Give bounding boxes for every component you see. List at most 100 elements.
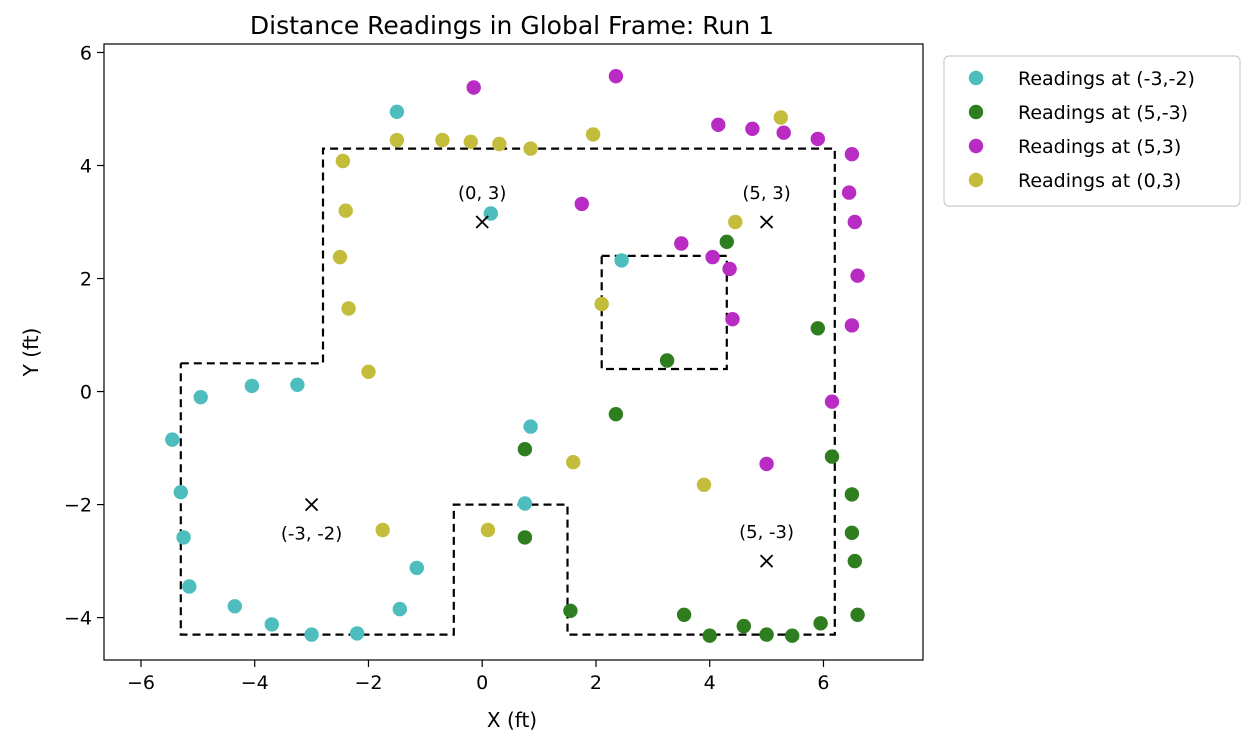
y-axis-label: Y (ft)	[19, 328, 43, 378]
marker-x-0	[475, 215, 489, 229]
legend: Readings at (-3,-2) Readings at (5,-3) Rea…	[943, 55, 1241, 207]
point-series-3-7	[435, 132, 450, 148]
y-tick-label-3: 2	[80, 269, 92, 291]
point-series-1-11	[810, 321, 825, 336]
chart-title: Distance Readings in Global Frame: Run 1	[250, 11, 774, 40]
x-tick-label-1: −4	[241, 672, 269, 694]
point-series-3-10	[523, 141, 538, 156]
point-series-3-12	[566, 455, 581, 470]
x-tick-label-5: 4	[704, 672, 716, 694]
point-series-3-16	[728, 214, 743, 230]
point-series-0-10	[349, 626, 365, 641]
point-series-0-15	[517, 496, 533, 511]
legend-marker-0	[968, 70, 984, 86]
legend-label-1: Readings at (5,-3)	[1018, 102, 1188, 124]
point-series-3-4	[361, 364, 376, 379]
point-series-3-3	[341, 301, 356, 316]
point-series-1-4	[659, 353, 675, 368]
x-tick-label-6: 6	[817, 672, 829, 694]
point-series-1-16	[847, 553, 862, 569]
point-series-1-12	[813, 616, 828, 631]
x-tick-label-3: 0	[476, 672, 488, 694]
point-series-2-3	[674, 236, 689, 251]
point-series-2-17	[850, 268, 865, 283]
markers-layer: (0, 3) (5, 3) (-3, -2) (5, -3)	[281, 183, 794, 568]
point-series-3-9	[492, 136, 507, 152]
y-tick-label-0: −4	[64, 608, 92, 630]
point-series-1-15	[844, 525, 860, 540]
position-marker-0: (0, 3)	[458, 183, 506, 229]
point-series-0-6	[244, 378, 260, 394]
point-series-2-6	[722, 261, 737, 277]
y-tick-label-1: −2	[64, 495, 92, 517]
point-series-2-13	[841, 185, 857, 200]
point-series-1-8	[736, 618, 751, 634]
y-tick-label-5: 6	[80, 42, 92, 64]
point-series-0-0	[165, 432, 180, 447]
point-series-2-12	[824, 394, 840, 409]
point-series-3-14	[594, 296, 609, 312]
marker-label-1: (5, 3)	[742, 183, 790, 204]
point-series-1-2	[563, 603, 578, 618]
point-series-3-6	[389, 132, 405, 148]
point-series-2-11	[810, 131, 825, 147]
point-series-1-5	[676, 607, 692, 622]
legend-label-3: Readings at (0,3)	[1018, 170, 1181, 192]
point-series-2-2	[608, 69, 624, 84]
point-series-3-15	[696, 477, 712, 492]
point-series-1-0	[517, 442, 533, 457]
point-series-1-17	[850, 607, 865, 622]
x-tick-label-0: −6	[127, 672, 155, 694]
point-series-0-9	[304, 627, 319, 642]
marker-x-1	[759, 215, 774, 229]
point-series-2-16	[847, 214, 862, 230]
legend-marker-1	[968, 104, 984, 120]
points-layer	[165, 69, 865, 643]
point-series-2-15	[844, 318, 860, 333]
point-series-3-13	[585, 127, 601, 142]
point-series-2-5	[711, 117, 726, 132]
point-series-2-0	[466, 80, 481, 95]
y-axis: −4 −2 0 2 4 6	[64, 42, 104, 630]
legend-marker-3	[968, 172, 984, 188]
point-series-0-2	[176, 530, 191, 545]
point-series-1-10	[785, 628, 800, 643]
marker-label-0: (0, 3)	[458, 183, 506, 204]
point-series-1-13	[824, 449, 840, 464]
legend-box	[943, 55, 1241, 207]
point-series-0-1	[173, 485, 188, 500]
point-series-1-3	[608, 407, 624, 422]
plot-area	[103, 43, 924, 661]
point-series-0-7	[264, 617, 279, 632]
point-series-1-6	[702, 628, 717, 643]
point-series-3-1	[338, 203, 353, 218]
point-series-2-1	[574, 196, 589, 212]
point-series-2-8	[745, 121, 760, 136]
point-series-0-3	[182, 579, 197, 594]
point-series-0-16	[523, 419, 538, 434]
position-marker-1: (5, 3)	[742, 183, 791, 229]
point-series-2-10	[776, 125, 791, 140]
point-series-3-11	[480, 522, 496, 538]
x-axis: −6 −4 −2 0 2 4 6	[127, 660, 830, 694]
legend-items: Readings at (-3,-2) Readings at (5,-3) Rea…	[968, 68, 1195, 192]
marker-label-2: (-3, -2)	[281, 524, 342, 545]
point-series-1-7	[719, 234, 734, 249]
point-series-0-17	[614, 253, 629, 268]
point-series-0-8	[290, 377, 305, 392]
legend-label-0: Readings at (-3,-2)	[1018, 68, 1195, 90]
point-series-0-4	[193, 390, 208, 405]
point-series-0-12	[409, 560, 424, 576]
position-marker-3: (5, -3)	[739, 522, 794, 568]
point-series-3-8	[463, 134, 478, 149]
point-series-1-14	[844, 487, 860, 502]
x-axis-label: X (ft)	[487, 708, 537, 732]
point-series-3-0	[335, 153, 351, 169]
point-series-0-11	[392, 601, 407, 617]
point-series-1-9	[759, 627, 774, 642]
marker-x-3	[759, 554, 774, 568]
legend-label-2: Readings at (5,3)	[1018, 136, 1181, 158]
position-marker-2: (-3, -2)	[281, 497, 342, 545]
point-series-2-9	[759, 456, 774, 472]
